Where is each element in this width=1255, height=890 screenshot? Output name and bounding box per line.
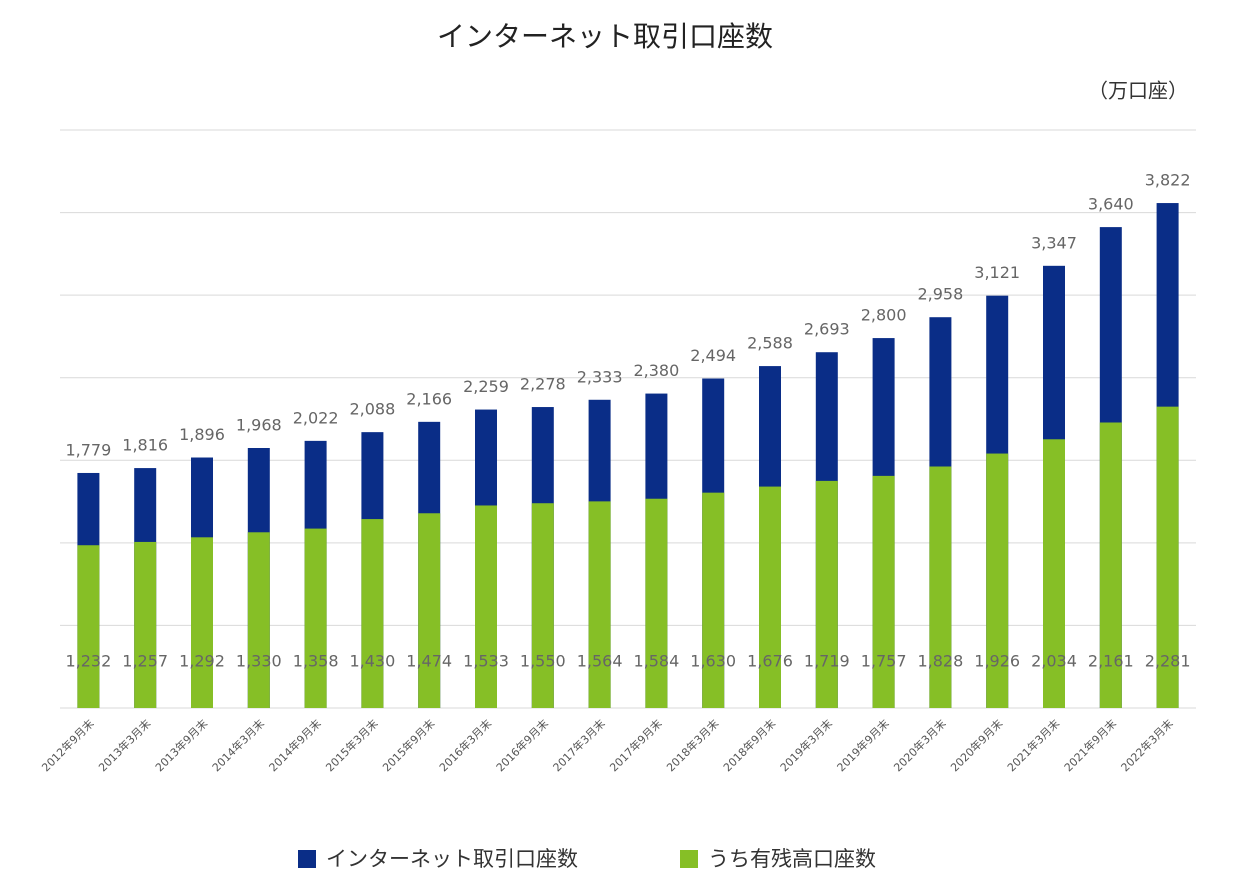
x-tick-label: 2013年3月末 [95,716,153,774]
data-label: 1,474 [406,652,452,671]
x-tick-label: 2021年9月末 [1061,716,1119,774]
data-label: 1,828 [917,652,963,671]
data-label: 1,779 [65,440,111,459]
data-label: 2,278 [520,375,566,394]
x-tick-label: 2013年9月末 [152,716,210,774]
data-label: 2,494 [690,346,736,365]
data-label: 1,968 [236,415,282,434]
data-label: 2,800 [861,306,907,325]
bar [1156,406,1179,708]
bar [134,541,157,708]
data-label: 2,034 [1031,652,1077,671]
data-label: 3,347 [1031,233,1077,252]
legend-swatch [680,850,698,868]
legend-label: インターネット取引口座数 [326,847,578,871]
x-tick-label: 2018年3月末 [663,716,721,774]
chart-title: インターネット取引口座数 [437,20,773,53]
bar [1099,422,1122,708]
legend-label: うち有残高口座数 [708,847,876,871]
data-label: 2,281 [1145,652,1191,671]
data-label: 2,022 [293,408,339,427]
data-label: 1,292 [179,652,225,671]
x-tick-label: 2020年9月末 [947,716,1005,774]
bar [531,503,554,708]
x-tick-label: 2016年9月末 [493,716,551,774]
x-tick-label: 2018年9月末 [720,716,778,774]
data-label: 2,166 [406,389,452,408]
data-label: 1,330 [236,652,282,671]
data-label: 2,693 [804,320,850,339]
data-label: 1,430 [349,652,395,671]
x-tick-label: 2017年9月末 [607,716,665,774]
bar [872,475,895,708]
bar [418,513,441,708]
bar [247,532,270,708]
data-label: 1,816 [122,436,168,455]
data-label: 1,757 [861,652,907,671]
bar [1043,439,1065,708]
data-label: 2,380 [633,361,679,380]
data-label: 2,958 [917,285,963,304]
data-label: 1,564 [577,652,623,671]
x-tick-label: 2017年3月末 [550,716,608,774]
legend-swatch [298,850,316,868]
bar [815,480,838,708]
x-tick-label: 2019年9月末 [834,716,892,774]
bar [304,528,327,708]
bar [77,545,100,708]
data-label: 3,640 [1088,195,1134,214]
data-label: 1,358 [293,652,339,671]
data-label: 1,630 [690,652,736,671]
x-tick-label: 2014年9月末 [266,716,324,774]
bar [929,466,952,708]
data-label: 2,088 [349,400,395,419]
data-label: 2,588 [747,334,793,353]
x-tick-label: 2014年3月末 [209,716,267,774]
bar [191,537,213,708]
bar [645,498,668,708]
data-label: 2,161 [1088,652,1134,671]
bar [986,453,1009,708]
data-label: 1,533 [463,652,509,671]
data-label: 1,257 [122,652,168,671]
x-tick-label: 2012年9月末 [39,716,97,774]
y-axis-unit: （万口座） [1088,79,1188,103]
data-label: 1,896 [179,425,225,444]
data-label: 1,550 [520,652,566,671]
bar [475,505,497,708]
x-tick-label: 2015年3月末 [323,716,381,774]
x-tick-label: 2019年3月末 [777,716,835,774]
bar [702,492,725,708]
data-label: 1,719 [804,652,850,671]
data-label: 1,584 [633,652,679,671]
data-label: 1,232 [65,652,111,671]
x-tick-label: 2020年3月末 [891,716,949,774]
data-label: 1,926 [974,652,1020,671]
data-label: 3,121 [974,263,1020,282]
bar [361,519,384,708]
data-label: 1,676 [747,652,793,671]
x-tick-label: 2016年3月末 [436,716,494,774]
bar [588,501,611,708]
data-label: 2,333 [577,367,623,386]
data-label: 2,259 [463,377,509,396]
x-tick-label: 2015年9月末 [379,716,437,774]
data-label: 3,822 [1145,171,1191,190]
x-tick-label: 2022年3月末 [1118,716,1176,774]
x-tick-label: 2021年3月末 [1004,716,1062,774]
bar [759,486,781,708]
